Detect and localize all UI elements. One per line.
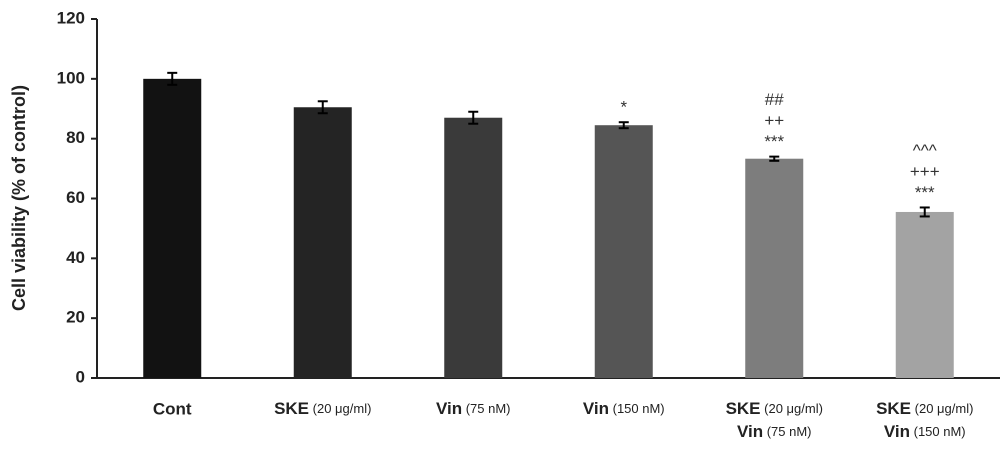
y-tick-label: 100 — [57, 68, 85, 87]
y-tick-label: 20 — [66, 308, 85, 327]
bar — [745, 158, 804, 378]
x-tick-label: Vin (150 nM) — [583, 399, 665, 418]
x-tick-label: Cont — [153, 399, 192, 418]
x-tick-label: SKE (20 μg/ml) — [726, 399, 823, 418]
y-tick-label: 60 — [66, 188, 85, 207]
error-bar — [468, 110, 479, 125]
x-tick-label: Vin (75 nM) — [436, 399, 511, 418]
y-tick-label: 120 — [57, 8, 85, 27]
error-bar — [618, 121, 629, 130]
x-tick-label: Vin (75 nM) — [737, 422, 812, 441]
x-tick-label: SKE (20 μg/ml) — [274, 399, 371, 418]
bar — [895, 211, 954, 378]
significance-label: +++ — [910, 162, 940, 181]
significance-label: *** — [915, 183, 935, 202]
error-bar — [317, 100, 328, 115]
y-tick-label: 40 — [66, 248, 85, 267]
y-tick-label: 0 — [76, 367, 85, 386]
significance-label: * — [620, 98, 627, 117]
significance-label: ^^^ — [913, 141, 937, 160]
significance-label: *** — [764, 132, 784, 151]
x-tick-label: Vin (150 nM) — [884, 422, 966, 441]
error-bar — [769, 155, 780, 162]
bar — [293, 107, 352, 379]
bar — [143, 78, 202, 378]
error-bar — [167, 71, 178, 86]
y-tick-label: 80 — [66, 128, 85, 147]
bar — [594, 125, 653, 379]
error-bar — [919, 206, 930, 218]
x-tick-label: SKE (20 μg/ml) — [876, 399, 973, 418]
bar — [444, 117, 503, 378]
y-axis-label: Cell viability (% of control) — [9, 85, 29, 311]
significance-label: ## — [765, 90, 784, 109]
significance-label: ++ — [764, 111, 784, 130]
